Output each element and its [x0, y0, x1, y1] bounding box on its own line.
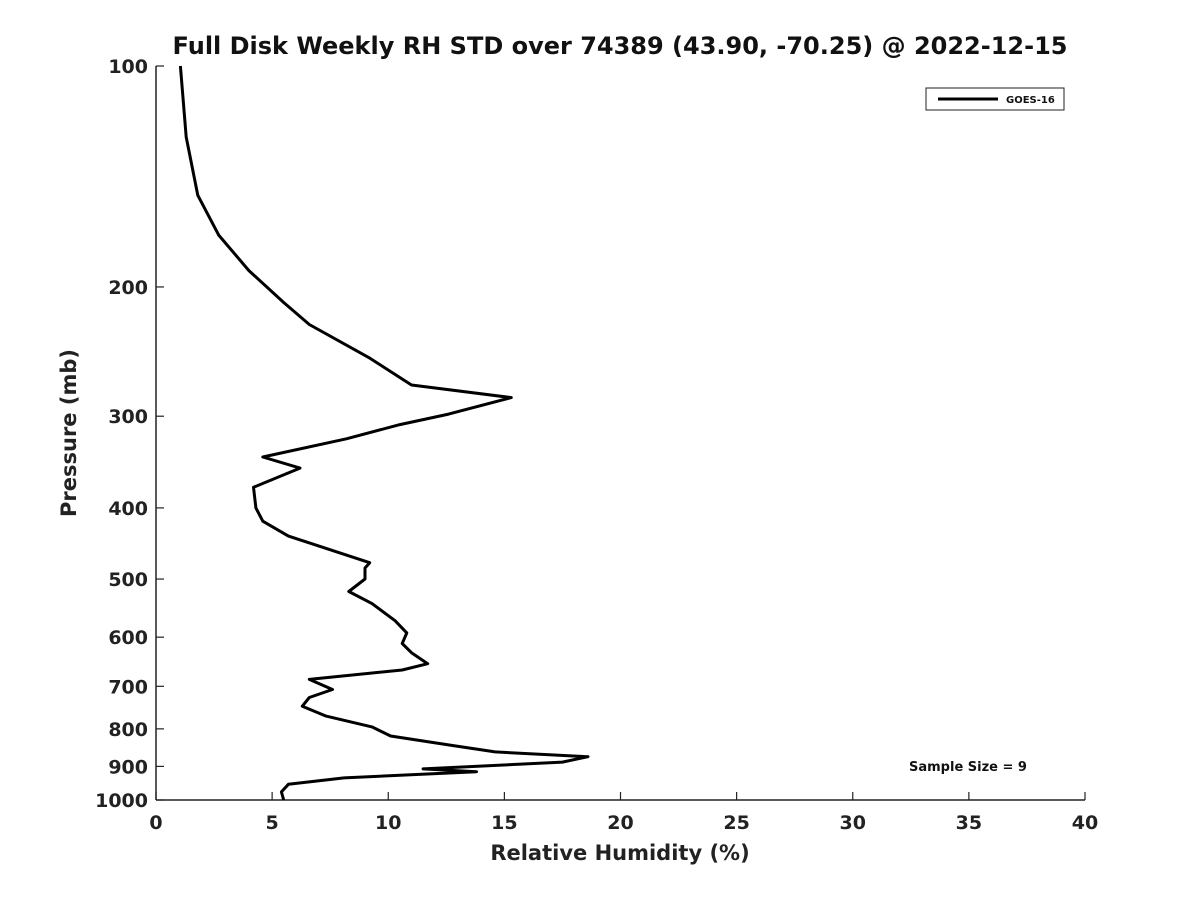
y-tick-label: 1000 — [95, 790, 148, 812]
y-tick-label: 100 — [108, 56, 148, 78]
x-tick-label: 25 — [723, 812, 749, 834]
y-tick-label: 600 — [108, 627, 148, 649]
series-line-goes-16 — [178, 65, 590, 801]
x-axis-label: Relative Humidity (%) — [490, 841, 749, 865]
x-tick-label: 15 — [491, 812, 517, 834]
x-tick-label: 30 — [840, 812, 866, 834]
legend-label-goes-16: GOES-16 — [1006, 95, 1055, 106]
x-tick-label: 40 — [1072, 812, 1098, 834]
sample-size-annotation: Sample Size = 9 — [909, 760, 1027, 775]
series-group — [178, 65, 590, 801]
x-tick-label: 35 — [956, 812, 982, 834]
y-tick-label: 900 — [108, 756, 148, 778]
legend: GOES-16 — [925, 87, 1065, 111]
y-tick-label: 500 — [108, 569, 148, 591]
y-tick-label: 700 — [108, 676, 148, 698]
x-tick-label: 20 — [607, 812, 633, 834]
y-tick-label: 300 — [108, 406, 148, 428]
x-ticks-group: 0 5 10 15 20 25 30 35 40 — [149, 792, 1098, 834]
y-tick-label: 200 — [108, 277, 148, 299]
y-tick-label: 400 — [108, 498, 148, 520]
x-tick-label: 0 — [149, 812, 162, 834]
y-axis-label: Pressure (mb) — [57, 349, 81, 517]
x-tick-label: 5 — [266, 812, 279, 834]
x-tick-label: 10 — [375, 812, 401, 834]
chart-title: Full Disk Weekly RH STD over 74389 (43.9… — [173, 32, 1068, 60]
axes-group — [155, 66, 1085, 801]
y-ticks-group: 100 200 300 400 500 600 700 800 900 1000 — [95, 56, 164, 812]
y-tick-label: 800 — [108, 719, 148, 741]
